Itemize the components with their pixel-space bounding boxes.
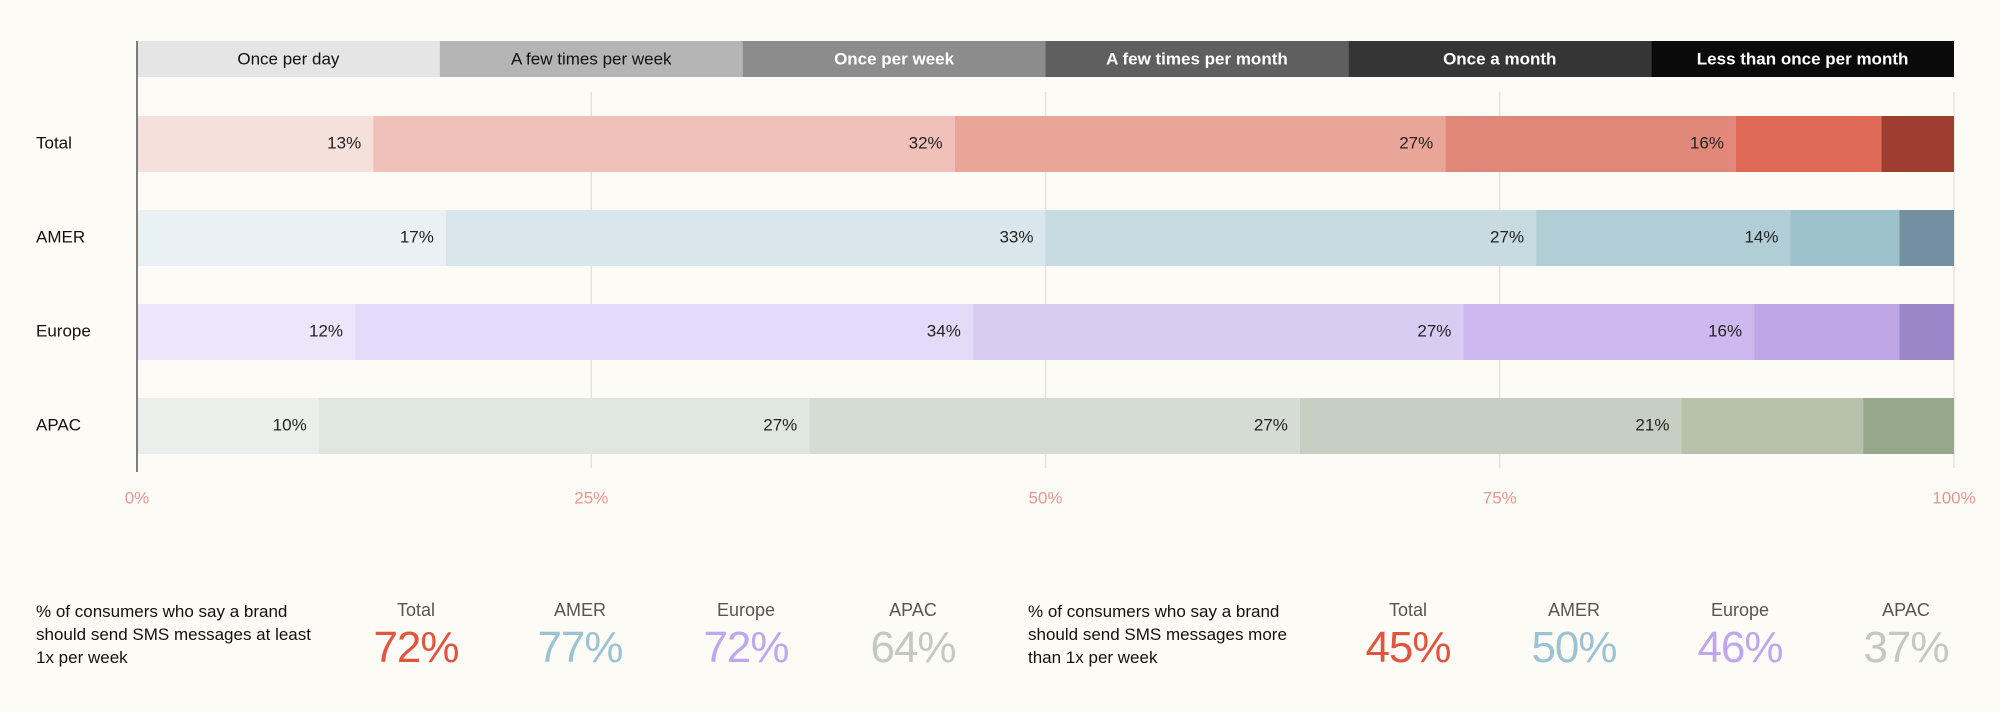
bar-segment (1735, 116, 1882, 172)
legend-label: A few times per month (1106, 49, 1288, 68)
value-label: 13% (327, 133, 361, 152)
bar-segment (1299, 398, 1682, 454)
bar-segment (1899, 304, 1954, 360)
x-tick-label: 0% (125, 488, 150, 507)
summary-value: 77% (537, 623, 623, 672)
bar-segment (355, 304, 973, 360)
summary-stat: APAC 37% (1826, 600, 1986, 673)
bar-segment (137, 398, 319, 454)
bar-segment (1445, 116, 1736, 172)
summary-region: AMER (553, 600, 606, 620)
legend-label: Once per day (237, 49, 340, 68)
bar-segment (137, 116, 374, 172)
y-tick-label: Total (36, 133, 72, 152)
legend-swatch (439, 41, 743, 77)
summary-stat: Europe 72% (666, 600, 826, 673)
value-label: 27% (1254, 415, 1288, 434)
value-label: 21% (1635, 415, 1669, 434)
legend-swatch (1348, 41, 1652, 77)
summary-region: Europe (716, 600, 776, 620)
y-tick-label: APAC (36, 415, 81, 434)
bar-segment (1681, 398, 1864, 454)
bar-segment (809, 398, 1300, 454)
value-label: 10% (273, 415, 307, 434)
summary-stat: AMER 50% (1494, 600, 1654, 673)
legend-swatch (1045, 41, 1349, 77)
value-label: 27% (1399, 133, 1433, 152)
summary-region: Total (1388, 600, 1428, 620)
legend-swatch (137, 41, 440, 77)
bar-segment (1899, 210, 1954, 266)
summary-region: APAC (1882, 600, 1930, 620)
legend-label: A few times per week (511, 49, 672, 68)
x-tick-label: 100% (1932, 488, 1975, 507)
value-label: 27% (1417, 321, 1451, 340)
value-label: 34% (927, 321, 961, 340)
y-tick-label: AMER (36, 227, 85, 246)
summary-description: % of consumers who say a brand should se… (1028, 602, 1287, 667)
bar-segment (318, 398, 810, 454)
summary-value: 72% (703, 623, 789, 672)
summary-stat: Total 72% (336, 600, 496, 673)
value-label: 12% (309, 321, 343, 340)
bar-segment (1881, 116, 1954, 172)
summary-value: 45% (1365, 623, 1451, 672)
summary-stat: AMER 77% (500, 600, 660, 673)
summary-region: APAC (889, 600, 937, 620)
summary-value: 50% (1531, 623, 1617, 672)
summary-stat: APAC 64% (833, 600, 993, 673)
value-label: 33% (999, 227, 1033, 246)
summary-region: Europe (1710, 600, 1770, 620)
bar-segment (954, 116, 1446, 172)
bar-segment (137, 304, 356, 360)
value-label: 27% (763, 415, 797, 434)
legend-label: Once a month (1443, 49, 1556, 68)
y-tick-label: Europe (36, 321, 91, 340)
summary-stat: Europe 46% (1660, 600, 1820, 673)
bar-segment (1754, 304, 1900, 360)
bar-segment (1863, 398, 1954, 454)
bar-segment (1790, 210, 1900, 266)
summary-stat: Total 45% (1328, 600, 1488, 673)
summary-value: 37% (1863, 623, 1949, 672)
summary-region: Total (396, 600, 436, 620)
value-label: 14% (1744, 227, 1778, 246)
legend-swatch (742, 41, 1046, 77)
summary-value: 72% (373, 623, 459, 672)
legend-label: Less than once per month (1697, 49, 1909, 68)
bar-segment (972, 304, 1464, 360)
value-label: 16% (1708, 321, 1742, 340)
bar-segment (1045, 210, 1537, 266)
summary-region: AMER (1547, 600, 1600, 620)
x-tick-label: 50% (1028, 488, 1062, 507)
x-tick-label: 75% (1483, 488, 1517, 507)
summary-description: % of consumers who say a brand should se… (36, 602, 311, 667)
chart: 0% 25% 50% 75% 100% Once per day A few times p… (36, 41, 1976, 507)
bar-segment (445, 210, 1046, 266)
bar-segment (137, 210, 446, 266)
value-label: 16% (1690, 133, 1724, 152)
legend-swatch (1651, 41, 1954, 77)
bar-segment (373, 116, 955, 172)
bar-segment (1536, 210, 1791, 266)
summary-value: 64% (870, 623, 956, 672)
bar-segment (1463, 304, 1755, 360)
summary-value: 46% (1697, 623, 1783, 672)
legend-label: Once per week (834, 49, 955, 68)
x-tick-label: 25% (574, 488, 608, 507)
value-label: 32% (909, 133, 943, 152)
value-label: 27% (1490, 227, 1524, 246)
value-label: 17% (400, 227, 434, 246)
